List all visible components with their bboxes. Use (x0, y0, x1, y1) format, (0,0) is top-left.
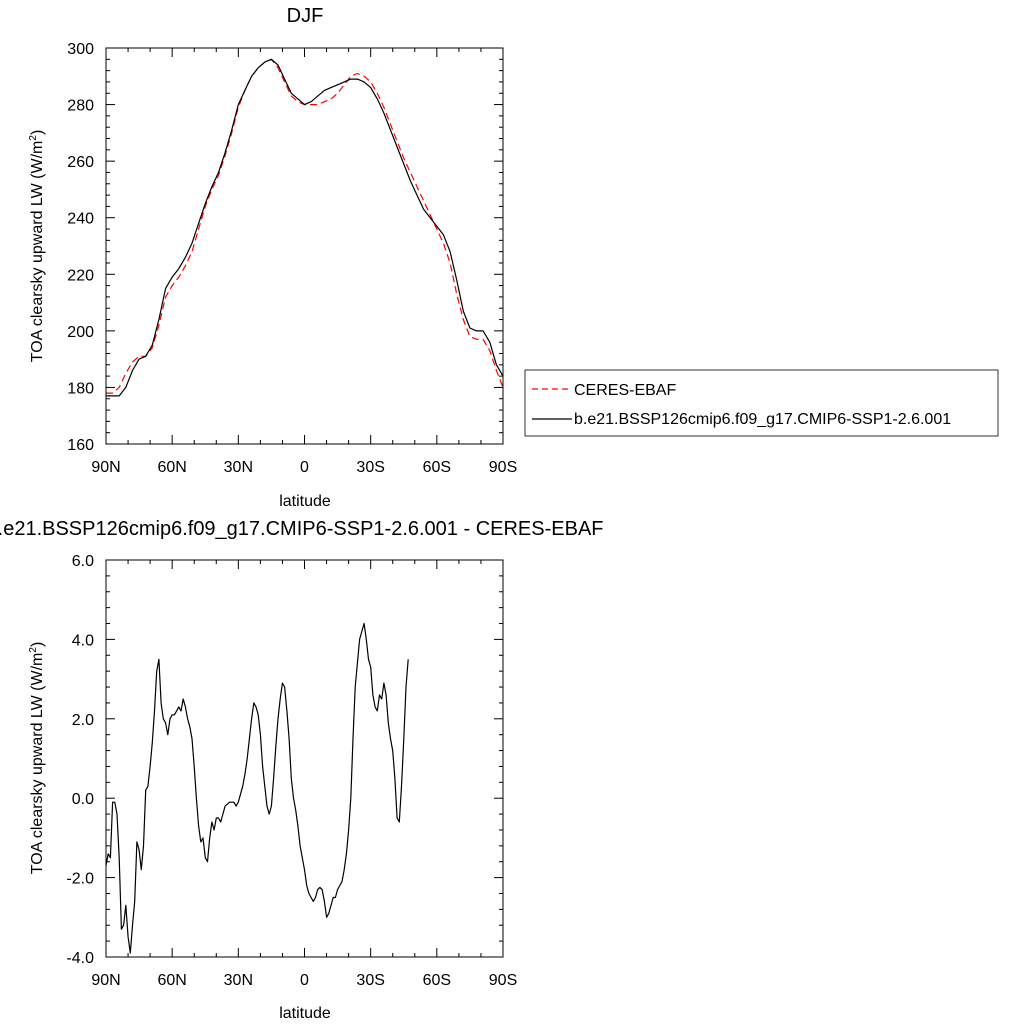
y-axis-label-main: TOA clearsky upward LW (W/m (29, 141, 46, 363)
y-axis-label: TOA clearsky upward LW (W/m2) (28, 130, 46, 363)
x-tick-label: 0 (300, 459, 309, 476)
x-tick-label: 30S (356, 459, 384, 476)
y-tick-label: 280 (67, 98, 94, 115)
x-axis-label: latitude (279, 1005, 331, 1022)
y-tick-label: 180 (67, 380, 94, 397)
y-axis-label: TOA clearsky upward LW (W/m2) (28, 642, 46, 875)
axis-ticks (105, 559, 504, 958)
y-tick-label: 260 (67, 154, 94, 171)
series-lines (105, 622, 409, 954)
x-tick-label: 0 (300, 972, 309, 989)
y-tick-label: 200 (67, 324, 94, 341)
y-tick-labels: -4.0 -2.0 0.0 2.0 4.0 6.0 (66, 553, 94, 967)
x-tick-label: 60N (157, 972, 186, 989)
y-tick-labels: 160 180 200 220 240 260 280 300 (67, 41, 94, 454)
y-tick-label: 220 (67, 267, 94, 284)
y-tick-label: -2.0 (66, 871, 94, 888)
x-tick-label: 30S (356, 972, 384, 989)
y-tick-label: 240 (67, 211, 94, 228)
chart-difference: b.e21.BSSP126cmip6.f09_g17.CMIP6-SSP1-2.… (0, 518, 603, 1022)
y-tick-label: 6.0 (72, 553, 94, 570)
y-axis-label-superscript: 2 (28, 135, 39, 141)
legend-label-ceres-ebaf: CERES-EBAF (574, 382, 676, 399)
legend: CERES-EBAF b.e21.BSSP126cmip6.f09_g17.CM… (524, 369, 999, 437)
y-axis-label-main: TOA clearsky upward LW (W/m (29, 653, 46, 875)
x-tick-labels: 90N 60N 30N 0 30S 60S 90S (91, 972, 517, 989)
x-tick-label: 60S (423, 459, 451, 476)
x-axis-label: latitude (279, 493, 331, 510)
y-tick-label: 160 (67, 437, 94, 454)
chart-djf: DJF 90N 60N 30N 0 30S 60S 90S 160 180 200 220 240 2… (28, 5, 999, 510)
x-tick-label: 90N (91, 972, 120, 989)
y-axis-label-superscript: 2 (28, 647, 39, 653)
x-tick-label: 60N (157, 459, 186, 476)
chart-title-difference: b.e21.BSSP126cmip6.f09_g17.CMIP6-SSP1-2.… (0, 518, 603, 540)
legend-label-model: b.e21.BSSP126cmip6.f09_g17.CMIP6-SSP1-2.… (574, 411, 951, 428)
x-tick-label: 30N (224, 459, 253, 476)
chart-title: DJF (287, 5, 324, 27)
x-tick-label: 30N (224, 972, 253, 989)
y-tick-label: 300 (67, 41, 94, 58)
x-tick-label: 90N (91, 459, 120, 476)
x-tick-label: 90S (489, 972, 517, 989)
y-axis-label-close: ) (29, 642, 46, 647)
x-tick-label: 60S (423, 972, 451, 989)
legend-box (524, 369, 999, 437)
y-tick-label: 2.0 (72, 712, 94, 729)
plot-frame (105, 559, 504, 958)
x-tick-labels: 90N 60N 30N 0 30S 60S 90S (91, 459, 517, 476)
y-tick-label: 0.0 (72, 791, 94, 808)
y-axis-label-close: ) (29, 130, 46, 135)
plot-frame (105, 47, 504, 445)
y-tick-label: 4.0 (72, 632, 94, 649)
series-line-1 (105, 622, 409, 954)
series-line-b-e21-bssp126cmip6-f09-g17-cmip6-ssp1-2-6-001 (106, 58, 504, 397)
y-tick-label: -4.0 (66, 950, 94, 967)
x-tick-label: 90S (489, 459, 517, 476)
series-lines (106, 58, 504, 397)
axis-ticks (105, 47, 504, 445)
series-line-ceres-ebaf (106, 58, 504, 394)
